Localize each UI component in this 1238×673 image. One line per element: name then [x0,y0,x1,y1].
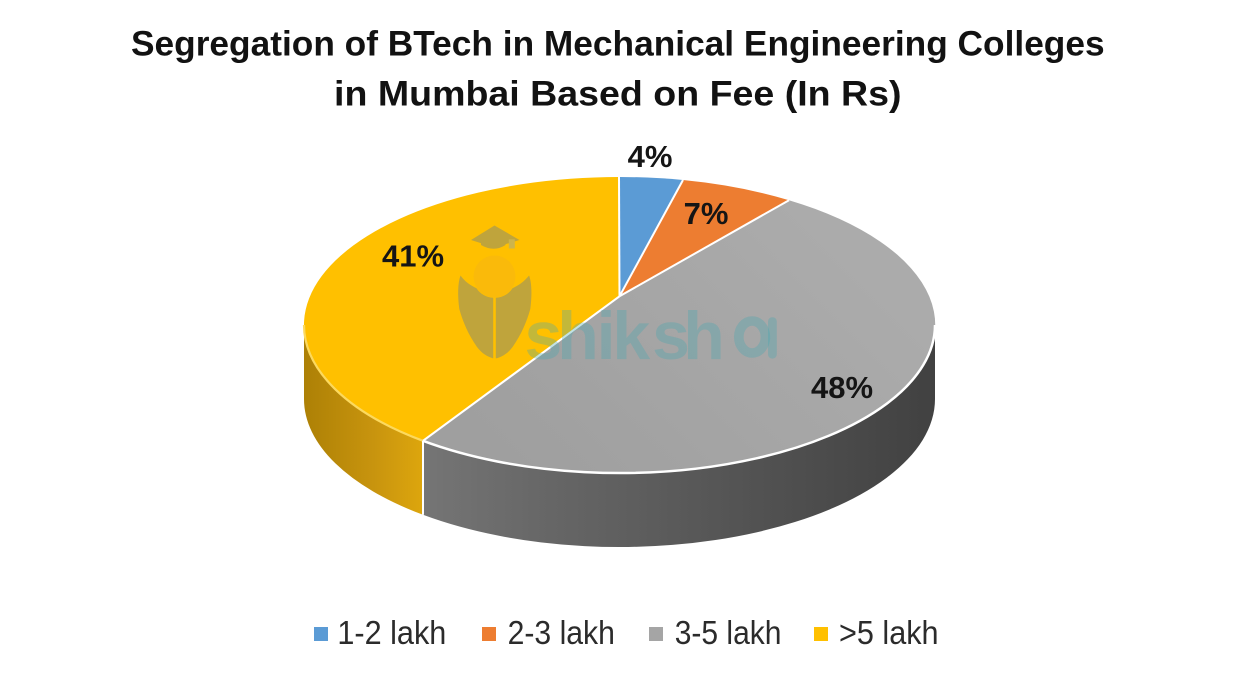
svg-text:2-3 lakh: 2-3 lakh [508,614,615,651]
svg-text:7%: 7% [684,196,729,231]
svg-text:4%: 4% [628,139,673,174]
svg-text:3-5 lakh: 3-5 lakh [675,614,782,651]
svg-text:>5 lakh: >5 lakh [839,614,939,651]
svg-text:48%: 48% [811,370,873,405]
svg-text:1-2 lakh: 1-2 lakh [337,614,446,651]
svg-text:Segregation of BTech in Mechan: Segregation of BTech in Mechanical Engin… [131,24,1105,64]
svg-text:in Mumbai Based on Fee (In Rs): in Mumbai Based on Fee (In Rs) [334,74,902,114]
svg-text:41%: 41% [382,239,444,274]
svg-text:shiksh: shiksh [525,298,725,374]
